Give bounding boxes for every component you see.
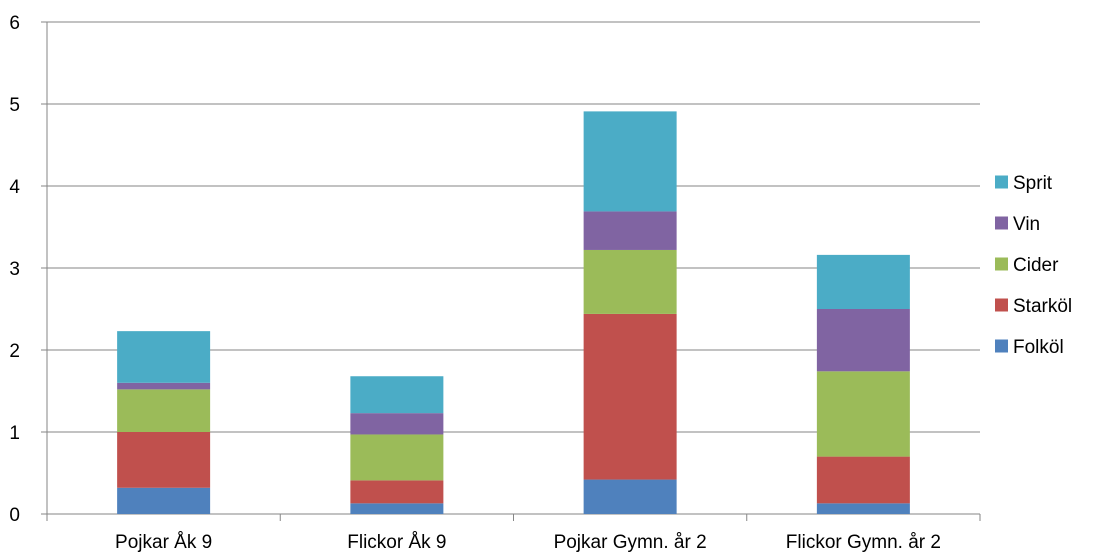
legend-swatch bbox=[995, 339, 1008, 353]
bar-segment-cider bbox=[816, 371, 910, 457]
bar-segment-folköl bbox=[117, 487, 211, 514]
bar-segment-vin bbox=[583, 211, 677, 250]
y-tick-label: 4 bbox=[9, 177, 20, 198]
legend-swatch bbox=[995, 175, 1008, 189]
legend-label: Starköl bbox=[1013, 296, 1072, 317]
y-tick-label: 0 bbox=[9, 505, 20, 526]
x-tick-label: Pojkar Gymn. år 2 bbox=[554, 532, 707, 553]
legend-label: Sprit bbox=[1013, 173, 1053, 194]
bar-segment-folköl bbox=[583, 479, 677, 514]
legend-swatch bbox=[995, 298, 1008, 312]
legend-label: Cider bbox=[1013, 255, 1059, 276]
legend: Sprit Vin Cider Starköl Folköl bbox=[995, 173, 1072, 358]
legend-label: Vin bbox=[1013, 214, 1040, 235]
x-tick-label: Flickor Gymn. år 2 bbox=[786, 532, 941, 553]
bar-segment-sprit bbox=[350, 376, 444, 414]
bar-segment-cider bbox=[350, 434, 444, 481]
bar-segment-cider bbox=[117, 389, 211, 432]
y-tick-label: 5 bbox=[9, 95, 20, 116]
y-tick-label: 3 bbox=[9, 259, 20, 280]
x-tick-label: Pojkar Åk 9 bbox=[115, 532, 212, 553]
tick-labels: 0 1 2 3 4 5 6 Pojkar Åk 9 Flickor Åk 9 Pojkar Gym… bbox=[9, 13, 941, 553]
bar-segment-starköl bbox=[583, 313, 677, 480]
bar-segment-vin bbox=[350, 413, 444, 435]
y-tick-label: 2 bbox=[9, 341, 20, 362]
bar-segment-sprit bbox=[816, 254, 910, 309]
x-tick-label: Flickor Åk 9 bbox=[347, 532, 446, 553]
bar-segment-folköl bbox=[816, 503, 910, 514]
bar-segment-vin bbox=[816, 309, 910, 372]
bar-segment-vin bbox=[117, 382, 211, 390]
bar-segment-starköl bbox=[816, 456, 910, 504]
legend-swatch bbox=[995, 216, 1008, 230]
bar-segment-sprit bbox=[117, 331, 211, 383]
bar-segment-folköl bbox=[350, 503, 444, 514]
y-tick-label: 1 bbox=[9, 423, 20, 444]
legend-swatch bbox=[995, 257, 1008, 271]
y-tick-label: 6 bbox=[9, 13, 20, 34]
bars bbox=[117, 111, 910, 514]
legend-label: Folköl bbox=[1013, 337, 1064, 358]
bar-segment-cider bbox=[583, 249, 677, 314]
bar-segment-starköl bbox=[117, 432, 211, 488]
bar-segment-starköl bbox=[350, 480, 444, 504]
bar-segment-sprit bbox=[583, 111, 677, 212]
